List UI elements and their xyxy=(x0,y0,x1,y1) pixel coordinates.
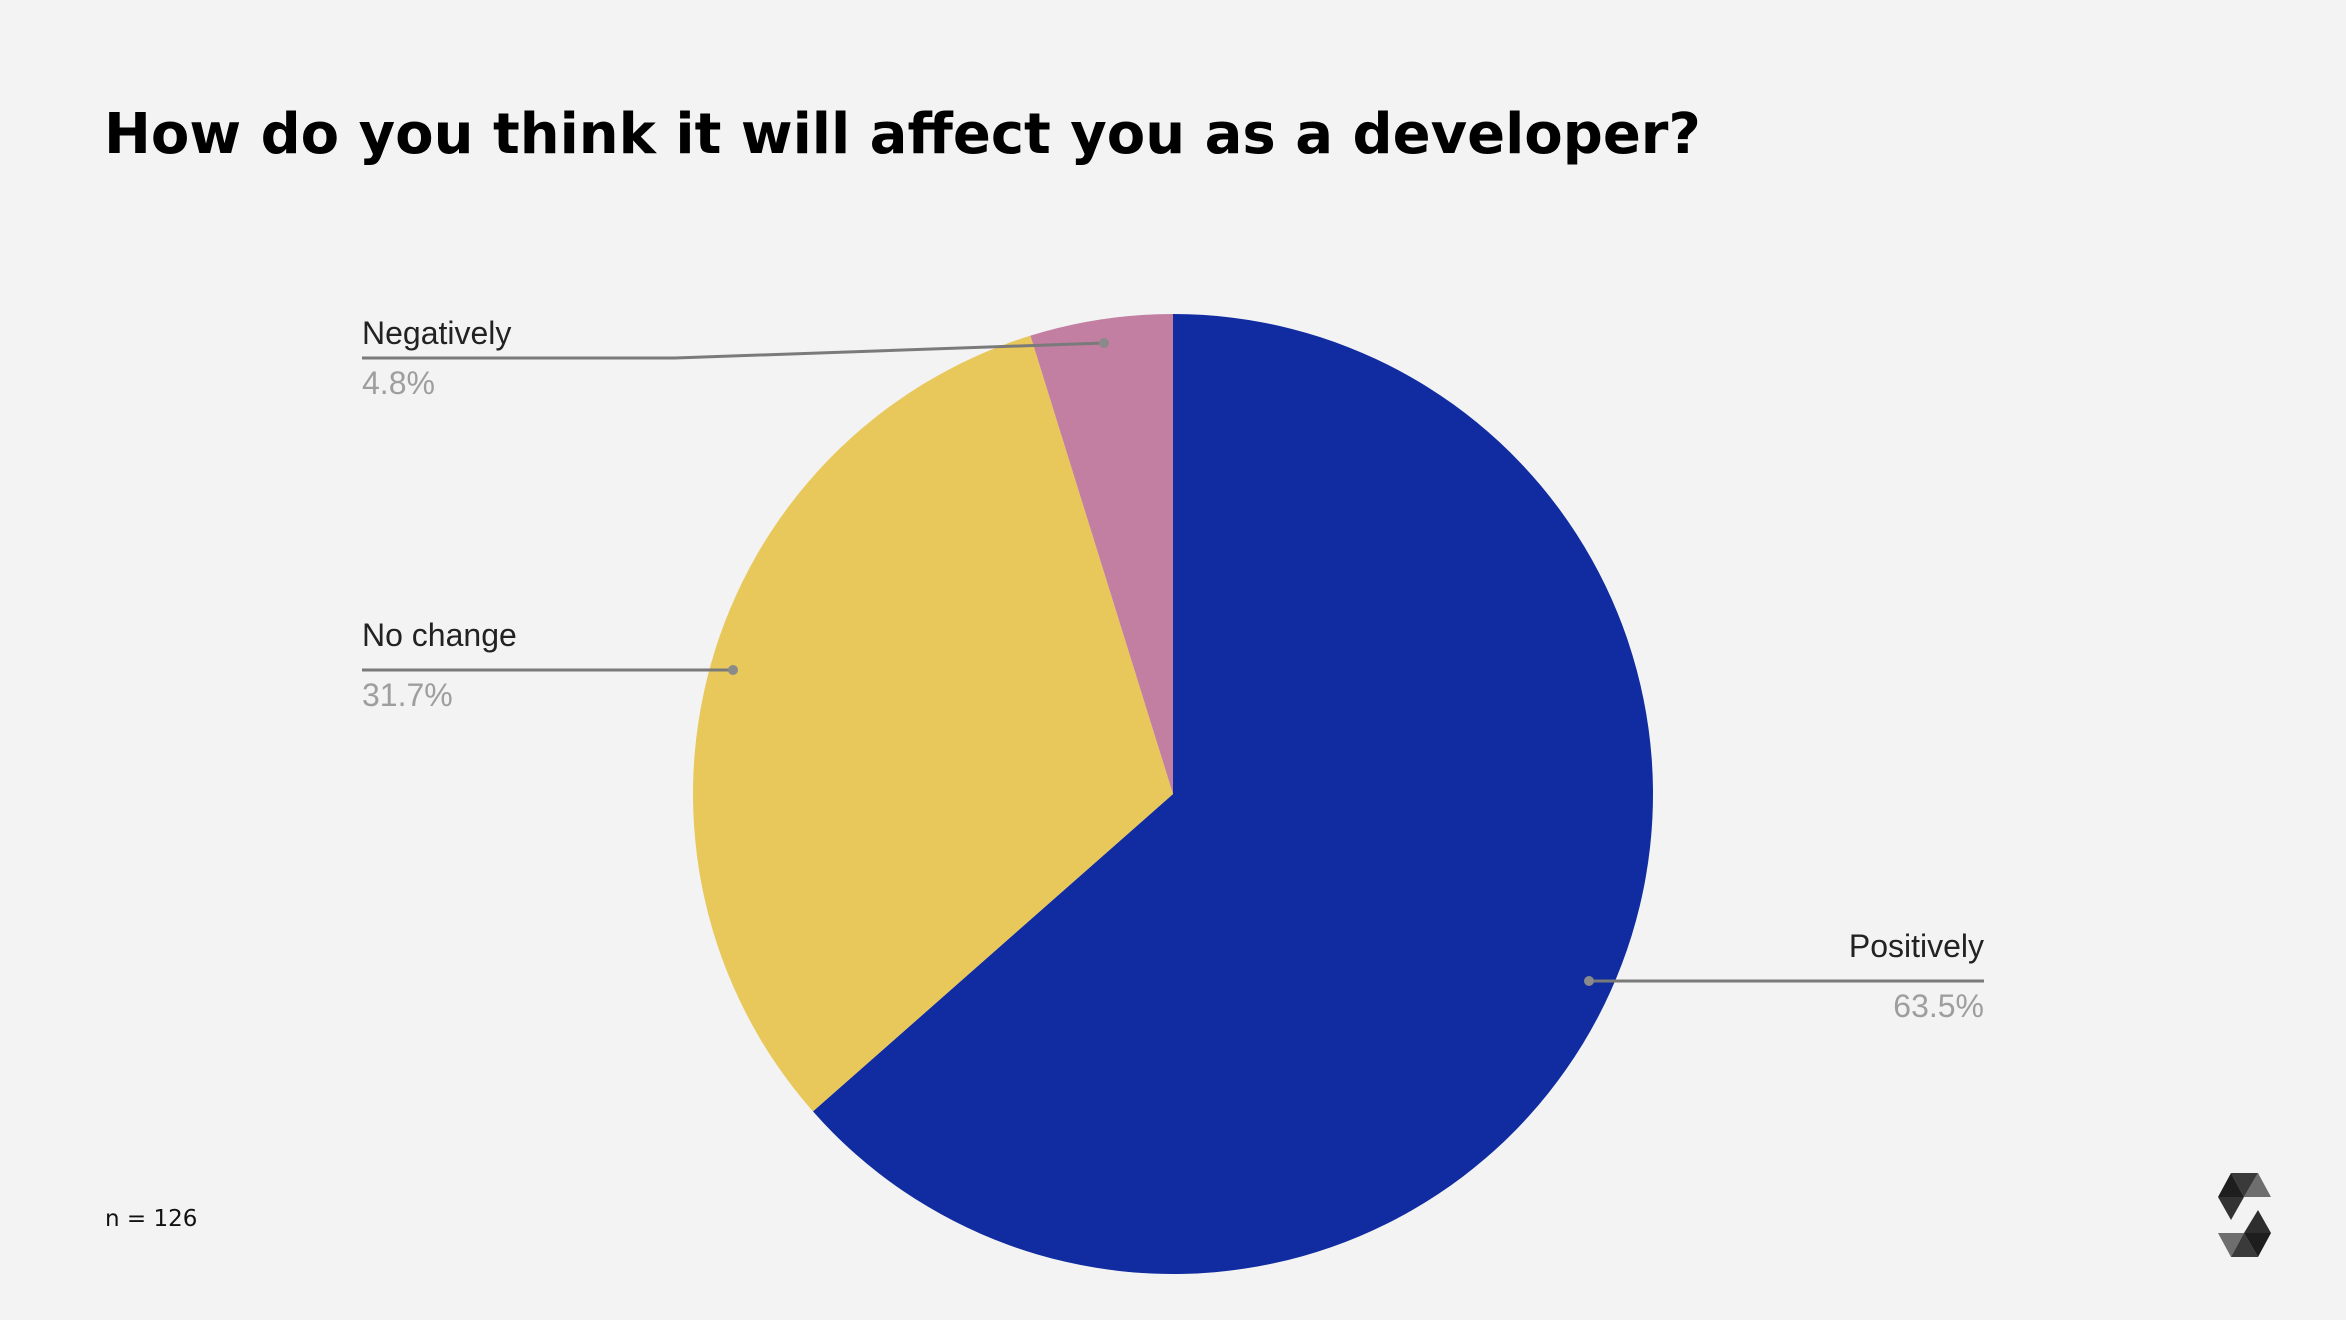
pie-slice-negatively xyxy=(1030,314,1173,794)
pie-slice-no-change xyxy=(693,335,1173,1112)
slice-percent-label: 31.7% xyxy=(362,677,453,713)
slice-percent-label: 63.5% xyxy=(1893,988,1984,1024)
sample-size-note: n = 126 xyxy=(105,1206,198,1232)
slice-label: Negatively xyxy=(362,315,511,351)
leader-dot xyxy=(1099,338,1109,348)
leader-dot xyxy=(728,665,738,675)
slice-label: Positively xyxy=(1849,928,1984,964)
leader-line xyxy=(362,341,1105,360)
slice-label: No change xyxy=(362,617,517,653)
leader-dot xyxy=(1584,976,1594,986)
solidity-logo-icon xyxy=(2218,1173,2271,1257)
chart-title: How do you think it will affect you as a… xyxy=(104,102,1701,167)
pie-slice-positively xyxy=(812,314,1653,1274)
slice-percent-label: 4.8% xyxy=(362,365,435,401)
